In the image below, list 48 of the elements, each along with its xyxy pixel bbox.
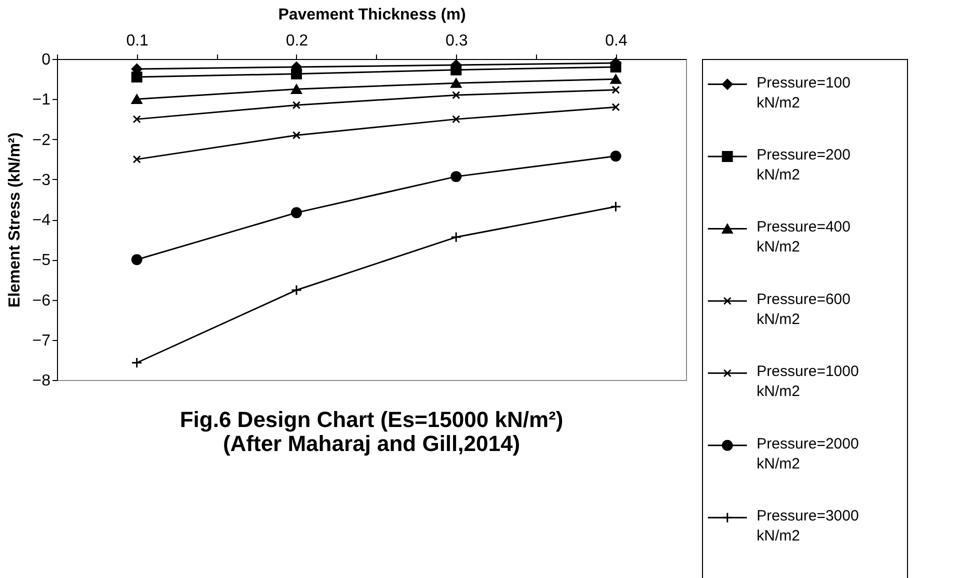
y-tick-label: −6 — [32, 292, 51, 310]
point — [450, 171, 462, 182]
point — [610, 201, 622, 212]
point — [292, 131, 301, 140]
point — [612, 86, 620, 94]
point — [450, 78, 462, 88]
point — [292, 101, 301, 110]
point — [610, 150, 622, 162]
legend-label: Pressure=3000 kN/m2 — [756, 508, 859, 545]
point — [452, 91, 460, 100]
y-tick-label: −1 — [32, 92, 51, 109]
x-tick-label: 0.1 — [126, 32, 149, 50]
text: (After Maharaj and Gill,2014) — [222, 431, 520, 456]
y-tick-label: −7 — [32, 332, 51, 350]
point — [131, 72, 142, 83]
y-axis-title: Element Stress (kN/m²) — [6, 132, 24, 308]
point — [290, 284, 302, 296]
legend-label: Pressure=200 kN/m2 — [756, 146, 850, 184]
x-tick-label: 0.4 — [605, 32, 628, 50]
point — [132, 115, 141, 124]
point — [450, 64, 462, 76]
y-tick-label: 0 — [42, 52, 51, 68]
point — [610, 62, 622, 73]
point — [290, 207, 302, 218]
point — [132, 155, 141, 164]
legend-label: Pressure=100 kN/m2 — [756, 74, 850, 112]
point — [131, 254, 142, 266]
point — [610, 74, 622, 84]
y-tick-label: −3 — [32, 172, 51, 189]
x-tick-label: 0.2 — [286, 32, 308, 50]
y-tick-label: −5 — [32, 252, 51, 270]
legend-label: Pressure=1000 kN/m2 — [756, 363, 859, 400]
text: Fig.6 Design Chart (Es=15000 kN/m²) — [180, 407, 564, 432]
point — [131, 357, 142, 368]
point — [452, 115, 460, 124]
legend-label: Pressure=2000 kN/m2 — [756, 435, 859, 472]
y-tick-label: −2 — [32, 132, 51, 149]
y-tick-label: −4 — [32, 212, 51, 229]
y-tick-label: −8 — [32, 372, 51, 390]
x-tick-label: 0.3 — [445, 32, 468, 50]
legend-label: Pressure=600 kN/m2 — [756, 290, 850, 328]
point — [612, 103, 620, 112]
point — [290, 84, 302, 94]
point — [290, 68, 302, 80]
x-axis-title: Pavement Thickness (m) — [278, 6, 466, 24]
legend-label: Pressure=400 kN/m2 — [756, 218, 850, 256]
point — [450, 232, 462, 243]
point — [131, 94, 142, 104]
